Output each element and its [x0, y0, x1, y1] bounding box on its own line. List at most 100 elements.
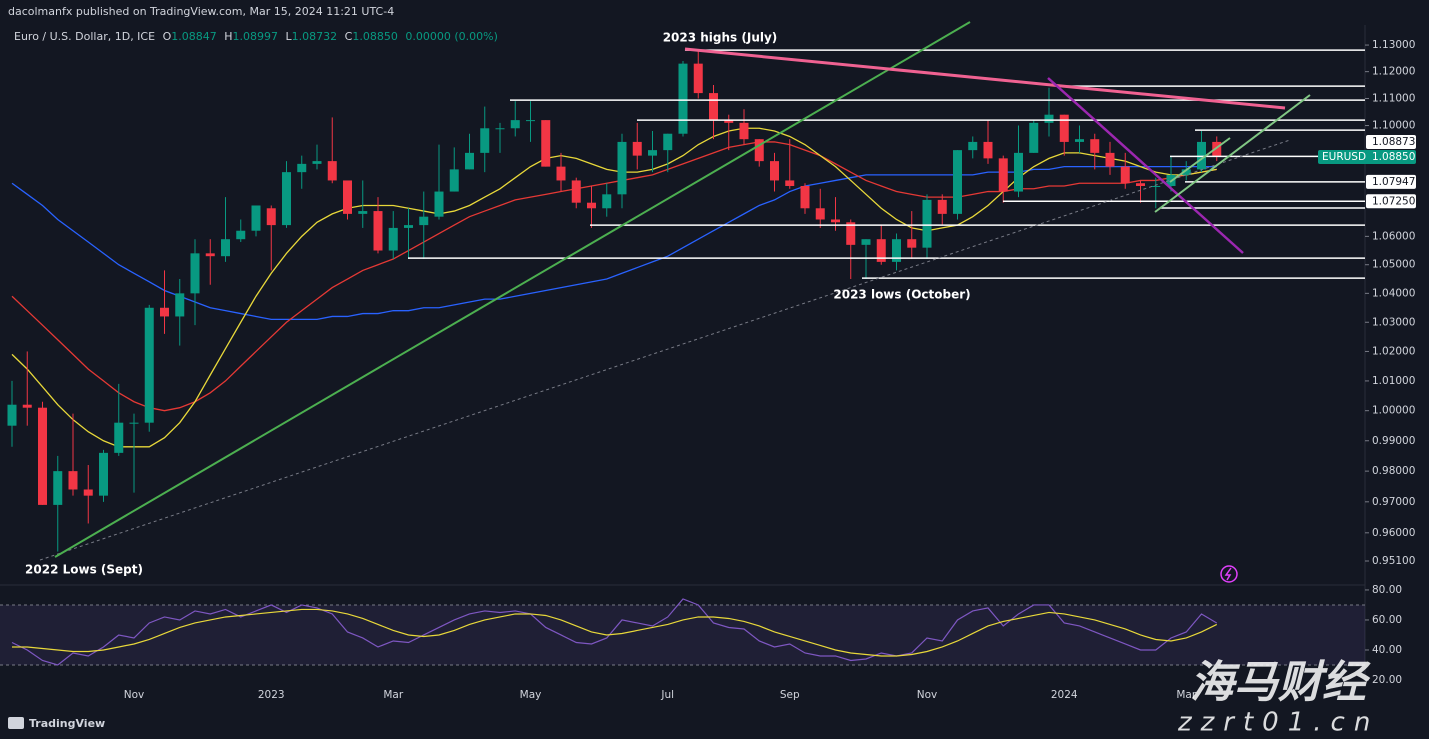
candle-body	[358, 211, 368, 214]
candle-body	[648, 150, 657, 156]
candle-body	[327, 161, 337, 181]
candle-body	[754, 139, 764, 162]
candle-body	[449, 169, 459, 192]
candle-body	[160, 307, 169, 317]
y-tick-label: 0.99000	[1372, 435, 1415, 447]
published-note: dacolmanfx published on TradingView.com,…	[8, 5, 394, 18]
x-tick-label: Nov	[917, 689, 938, 701]
alert-icon[interactable]	[1220, 565, 1238, 583]
candle-body	[937, 199, 947, 214]
candle-body	[190, 253, 200, 294]
y-tick-label: 0.98000	[1372, 465, 1415, 477]
candle-body	[1181, 169, 1191, 175]
symbol: Euro / U.S. Dollar, 1D, ICE	[14, 30, 155, 43]
candle-body	[892, 239, 901, 262]
x-tick-label: Mar	[383, 689, 403, 701]
candle-body	[571, 180, 581, 203]
candle-body	[282, 172, 291, 226]
x-tick-label: May	[520, 689, 542, 701]
candle-body	[7, 404, 17, 426]
candle-body	[114, 422, 124, 453]
candle-body	[251, 205, 261, 231]
price-tag-label: 1.07947	[1372, 176, 1415, 188]
candle-body	[1075, 139, 1084, 142]
rsi-band	[0, 604, 1365, 665]
candle-body	[99, 452, 108, 496]
candle-body	[831, 219, 840, 223]
candle-body	[1044, 114, 1054, 123]
candle-body	[175, 293, 185, 317]
candle-body	[68, 471, 78, 490]
trend-line	[39, 139, 1291, 561]
candle-body	[770, 161, 779, 181]
ohlc-key: O	[163, 30, 172, 43]
y-tick-label: 1.10000	[1372, 120, 1415, 132]
candle-body	[632, 141, 642, 156]
price-tag	[1366, 194, 1416, 209]
candle-body	[1059, 114, 1069, 142]
candle-body	[495, 128, 505, 130]
candle-body	[1212, 141, 1222, 157]
x-tick-label: Nov	[124, 689, 145, 701]
watermark-site: zzrt01.cn	[1177, 708, 1379, 738]
ohlc-value: 1.08850	[352, 30, 398, 43]
candle-body	[663, 133, 673, 151]
candle-body	[907, 239, 917, 248]
line-series	[12, 608, 1218, 657]
x-tick-label: Sep	[780, 689, 800, 701]
candle-body	[312, 161, 322, 164]
candle-body	[266, 208, 276, 226]
candle-body	[846, 222, 856, 245]
y-tick-label: 0.96000	[1372, 527, 1415, 539]
trend-line	[1169, 137, 1231, 183]
annotation: 2023 highs (July)	[663, 31, 778, 45]
y-tick-label: 40.00	[1372, 644, 1402, 656]
change: 0.00000 (0.00%)	[405, 30, 498, 43]
candle-body	[297, 163, 307, 173]
candle-body	[998, 158, 1008, 192]
line-series	[11, 598, 1218, 666]
trend-line	[1154, 94, 1311, 213]
candle-body	[617, 141, 627, 195]
y-tick-label: 20.00	[1372, 674, 1402, 686]
candle-body	[83, 489, 93, 496]
logo-mark	[8, 717, 24, 729]
candle-body	[953, 150, 962, 214]
candle-body	[541, 120, 551, 167]
annotation: 2023 lows (October)	[833, 288, 970, 302]
candle-body	[785, 180, 795, 186]
ohlc-value: 1.08997	[233, 30, 279, 43]
ohlc-value: 1.08847	[171, 30, 217, 43]
candle-body	[465, 152, 474, 170]
candle-body	[983, 141, 993, 159]
y-tick-label: 1.00000	[1372, 405, 1415, 417]
last-price-tag	[1318, 149, 1416, 164]
y-tick-label: 1.01000	[1372, 375, 1415, 387]
candle-body	[53, 471, 63, 505]
y-tick-label: 1.02000	[1372, 345, 1415, 357]
y-tick-label: 80.00	[1372, 584, 1402, 596]
ohlc-key: L	[286, 30, 293, 43]
annotation: 2022 Lows (Sept)	[25, 563, 143, 577]
candle-body	[129, 422, 139, 424]
candle-body	[510, 120, 520, 129]
candle-body	[861, 239, 871, 245]
y-tick-label: 0.97000	[1372, 496, 1415, 508]
ohlc-key: C	[345, 30, 353, 43]
last-price-label: 1.08850	[1372, 151, 1415, 163]
price-tag	[1366, 174, 1416, 189]
candle-body	[800, 185, 810, 209]
candle-body	[556, 166, 566, 181]
y-tick-label: 1.05000	[1372, 259, 1415, 271]
candle-body	[602, 194, 612, 209]
candle-body	[709, 93, 718, 121]
y-tick-label: 1.03000	[1372, 316, 1415, 328]
candle-body	[434, 191, 444, 217]
candle-body	[724, 120, 734, 123]
y-tick-label: 1.11000	[1372, 92, 1415, 104]
x-tick-label: 2024	[1051, 689, 1078, 701]
alert-icon-bolt	[1224, 567, 1232, 581]
y-tick-label: 1.13000	[1372, 39, 1415, 51]
candle-body	[876, 239, 886, 262]
